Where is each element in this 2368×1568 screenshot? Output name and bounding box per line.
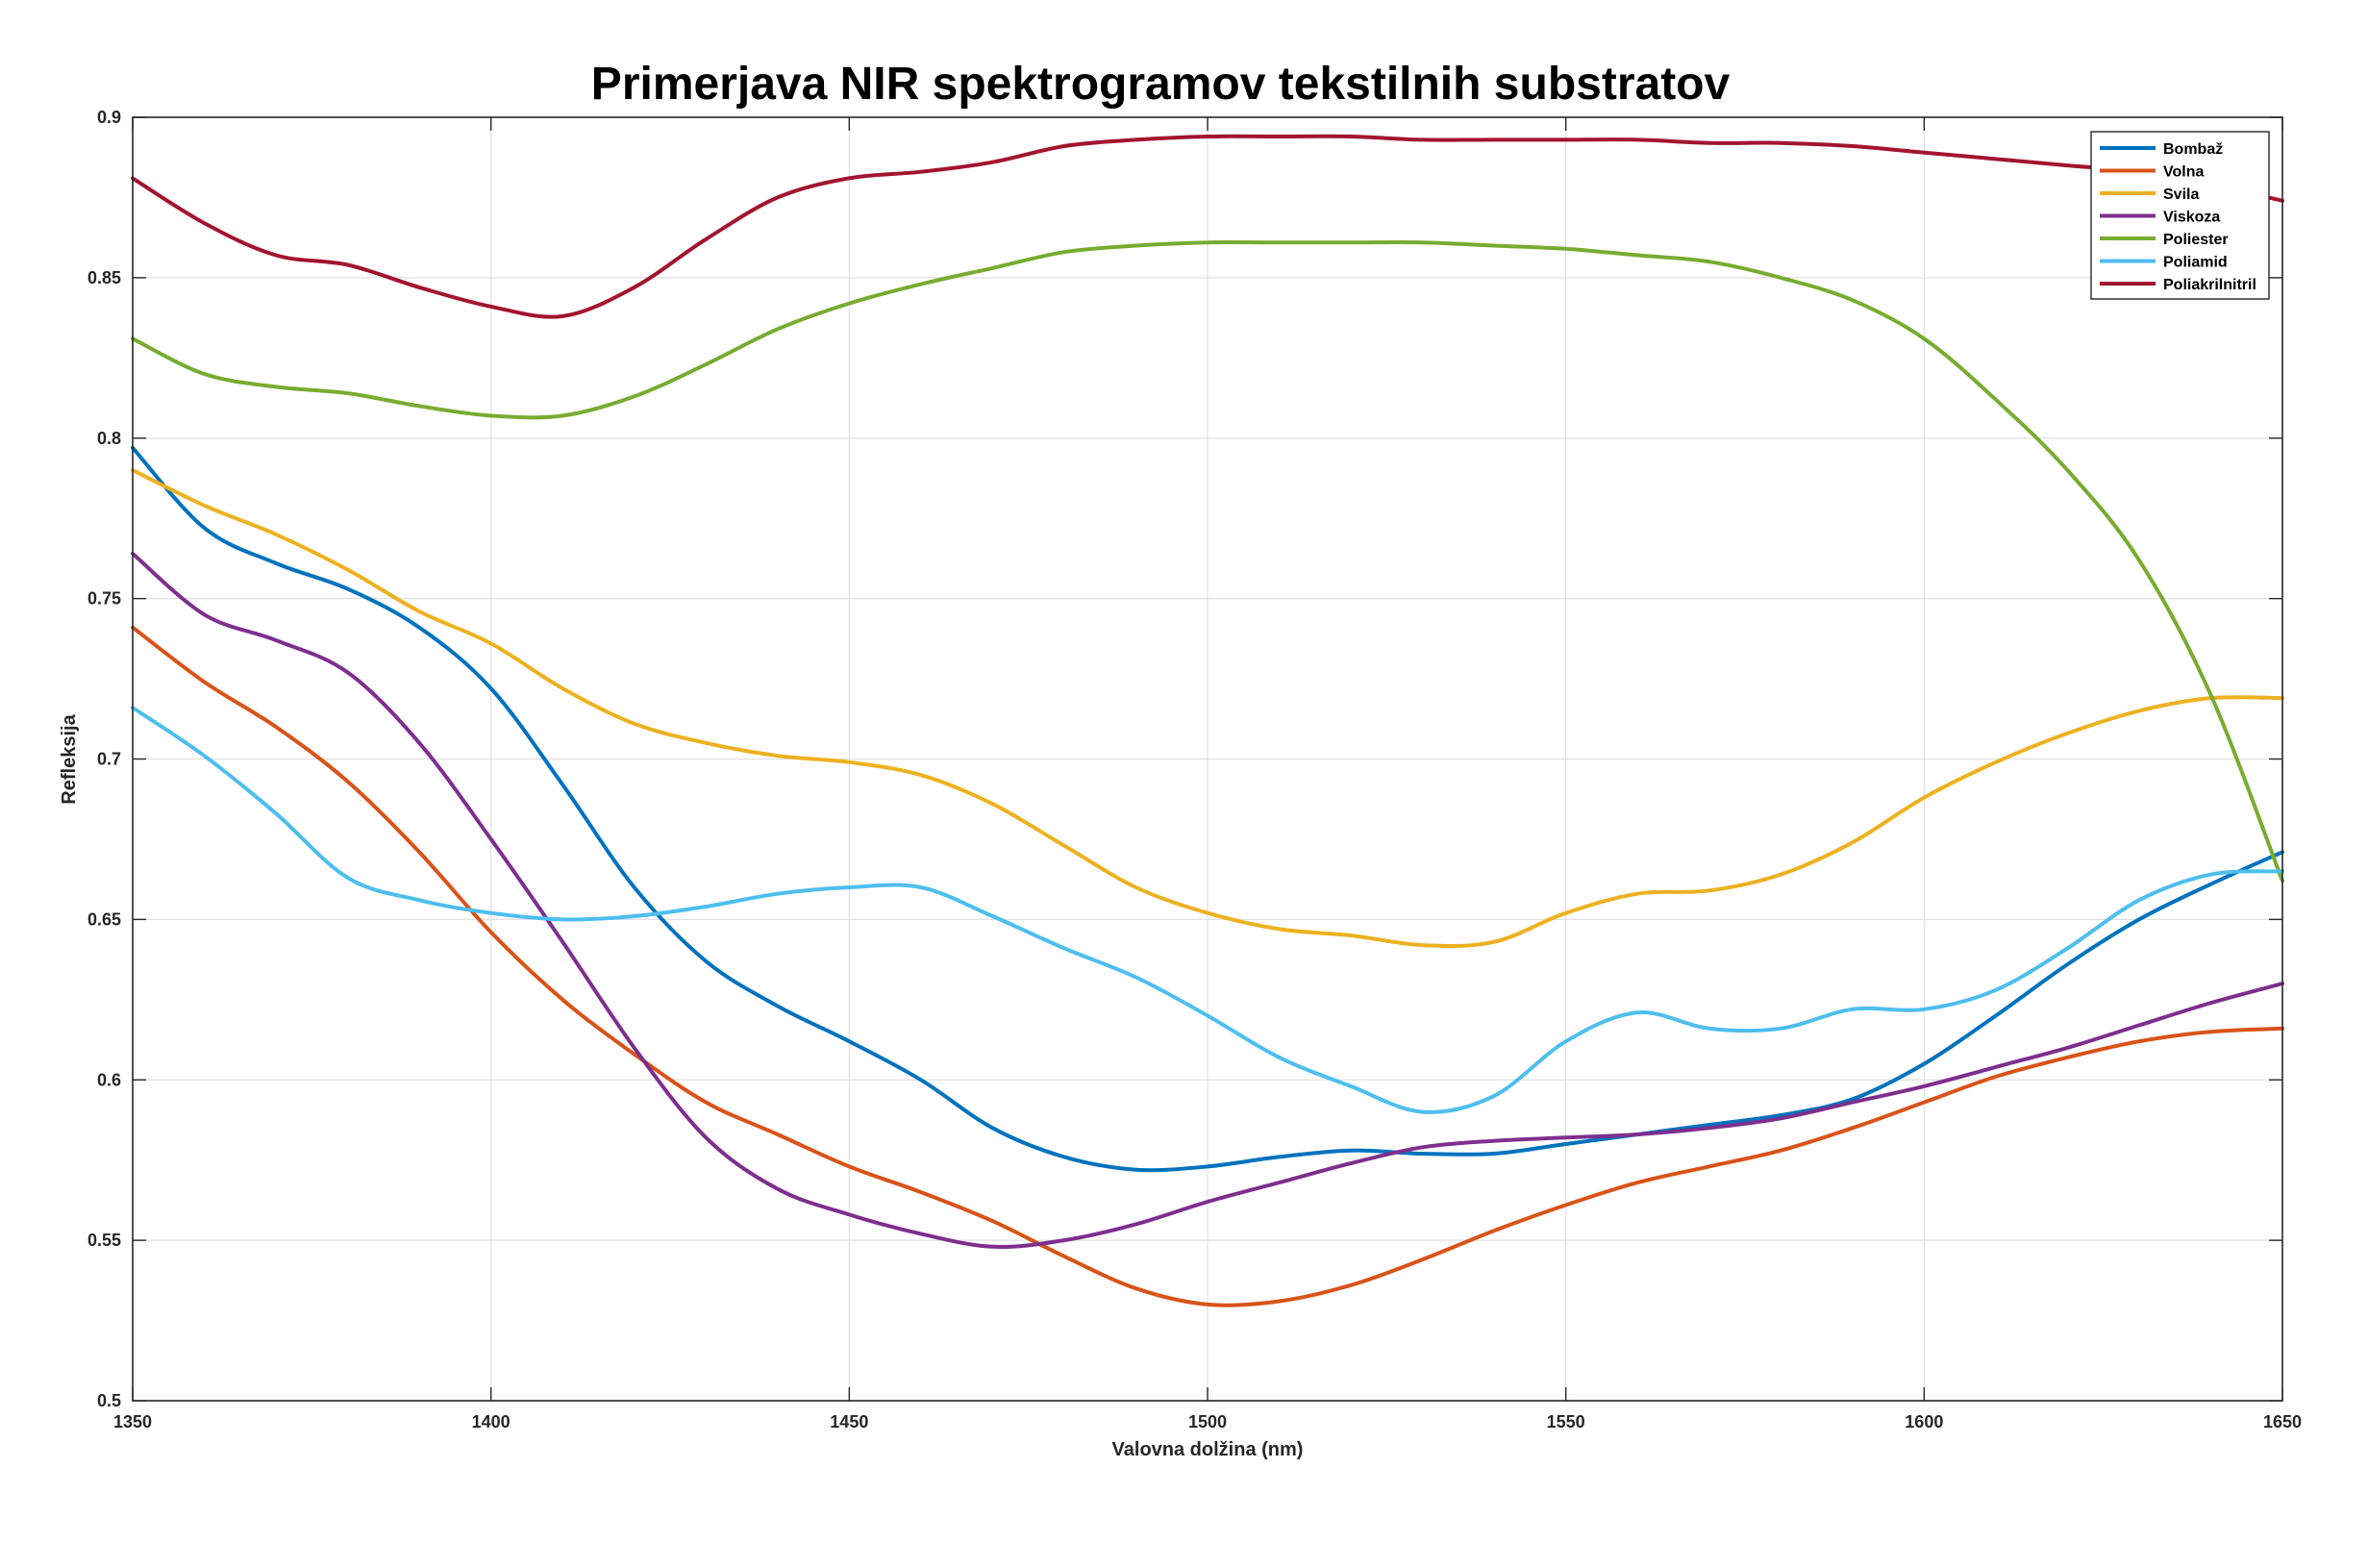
x-tick-label: 1400 [472, 1412, 511, 1431]
x-tick-label: 1550 [1547, 1412, 1585, 1431]
x-tick-label: 1650 [2263, 1412, 2302, 1431]
y-tick-label: 0.65 [87, 909, 121, 929]
series-line-bombaz [131, 445, 2284, 1173]
y-tick-label: 0.55 [87, 1231, 121, 1250]
series-line-poliakrilnitril [131, 134, 2284, 319]
y-tick-label: 0.9 [97, 108, 121, 127]
series-line-svila [131, 468, 2284, 948]
x-tick-label: 1500 [1188, 1412, 1227, 1431]
series-lines [131, 134, 2284, 1307]
x-tick-label: 1450 [830, 1412, 868, 1431]
x-tick-label: 1600 [1905, 1412, 1943, 1431]
series-line-viskoza [131, 551, 2284, 1249]
legend-label-volna: Volna [2163, 164, 2204, 181]
series-line-poliamid [131, 706, 2284, 1114]
legend-label-viskoza: Viskoza [2163, 210, 2220, 226]
legend-items: Bombaž Volna Svila Viskoza Poliester Poliamid… [2100, 141, 2256, 293]
series-line-volna [131, 625, 2284, 1307]
series-line-poliester [131, 239, 2284, 884]
x-tick-label: 1350 [113, 1412, 152, 1431]
legend-label-bombaz: Bombaž [2163, 141, 2223, 158]
grid-lines [133, 117, 2282, 1401]
y-tick-label: 0.6 [97, 1070, 121, 1089]
legend-label-poliester: Poliester [2163, 232, 2229, 248]
y-axis-label: Refleksija [59, 713, 80, 804]
legend-label-poliamid: Poliamid [2163, 255, 2228, 271]
axis-ticks: 1350 1400 1450 1500 1550 1600 1650 0.5 0.55 0.6 0.… [87, 108, 2302, 1431]
y-tick-label: 0.5 [97, 1391, 121, 1410]
y-tick-label: 0.75 [87, 589, 121, 609]
y-tick-label: 0.7 [97, 750, 121, 769]
x-axis-label: Valovna dolžina (nm) [1112, 1439, 1304, 1460]
legend: Bombaž Volna Svila Viskoza Poliester Poliamid… [2090, 131, 2270, 300]
legend-label-poliakrilnitril: Poliakrilnitril [2163, 277, 2256, 293]
y-tick-label: 0.85 [87, 268, 121, 287]
y-tick-label: 0.8 [97, 429, 121, 448]
legend-label-svila: Svila [2163, 187, 2199, 203]
chart-title: Primerjava NIR spektrogramov tekstilnih … [591, 59, 1731, 110]
